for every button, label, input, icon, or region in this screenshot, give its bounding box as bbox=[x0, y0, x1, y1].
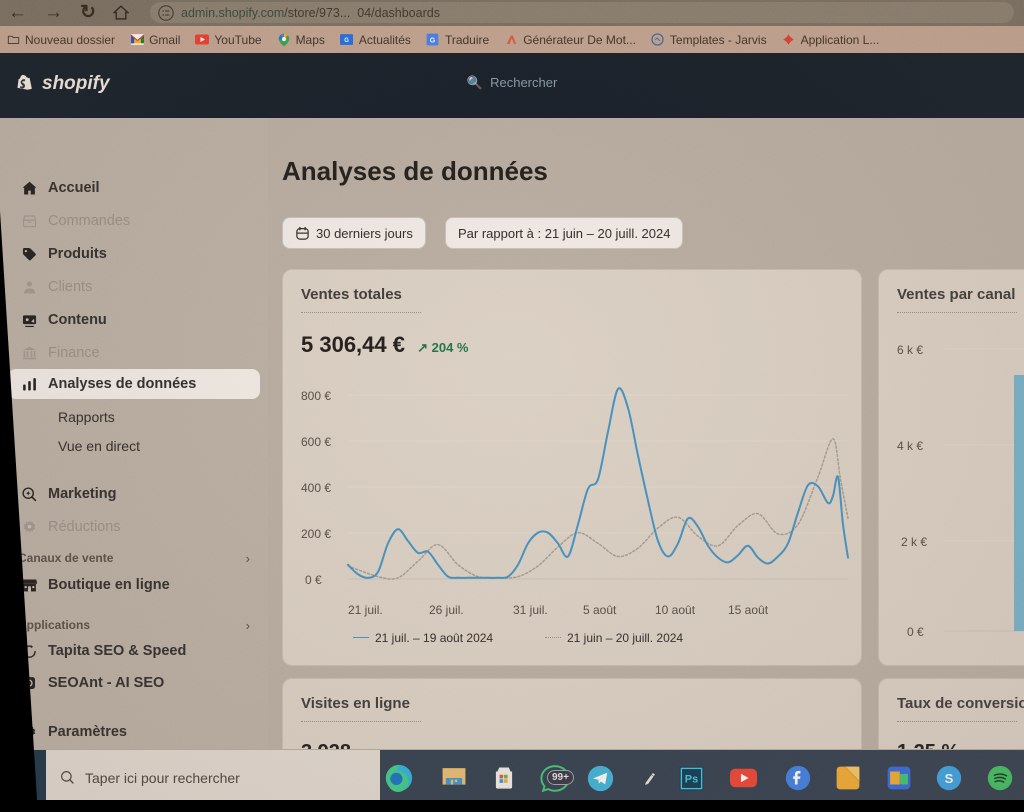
svg-text:Ps: Ps bbox=[684, 773, 697, 785]
svg-text:G: G bbox=[345, 38, 350, 44]
svg-text:S: S bbox=[945, 771, 954, 786]
svg-text:G: G bbox=[430, 36, 436, 44]
